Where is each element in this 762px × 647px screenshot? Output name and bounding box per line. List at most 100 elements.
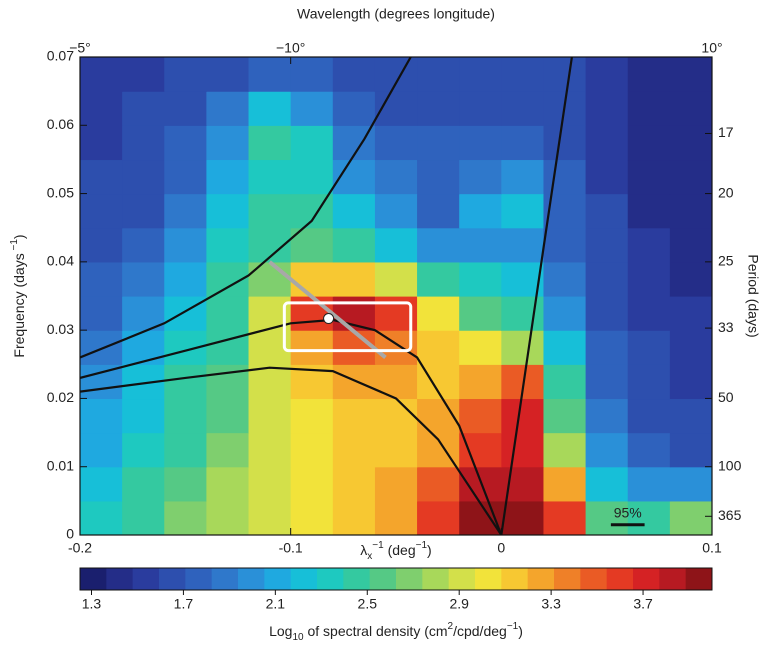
heat-cell <box>669 125 712 161</box>
colorbar-cell <box>633 568 660 590</box>
heat-cell <box>290 57 334 92</box>
dispersion-curve <box>80 366 503 535</box>
heat-cell <box>669 432 712 468</box>
heat-cell <box>248 159 292 195</box>
heat-cell <box>374 159 418 195</box>
heat-cell <box>459 364 502 400</box>
heat-cell <box>585 500 629 535</box>
heat-cell <box>122 398 165 434</box>
heat-cell <box>543 398 587 434</box>
heat-cell <box>669 159 712 195</box>
colorbar-cell <box>132 568 160 590</box>
heat-cell <box>543 500 587 535</box>
heat-cell <box>585 466 629 502</box>
heat-cell <box>206 466 250 502</box>
heat-cell <box>80 159 123 195</box>
heat-cell <box>80 57 123 92</box>
heat-cell <box>585 296 629 331</box>
colorbar-tick-label: 3.3 <box>541 596 561 612</box>
heat-cell <box>206 432 250 468</box>
colorbar-cell <box>422 568 450 590</box>
heat-cell <box>543 296 587 331</box>
heat-cell <box>248 125 292 161</box>
y-axis-label-part: ) <box>11 234 27 239</box>
heat-cell <box>122 57 165 92</box>
heat-cell <box>543 125 587 161</box>
right-tick-label: 50 <box>718 389 734 405</box>
heat-cell <box>669 364 712 400</box>
colorbar-cell <box>238 568 265 590</box>
x-axis-label-part: x <box>367 551 372 562</box>
colorbar-tick-label: 2.1 <box>266 596 286 612</box>
heat-cell <box>459 398 502 434</box>
scale-bar-label: 95% <box>614 504 642 520</box>
heat-cell <box>122 261 165 297</box>
heat-cell <box>627 57 671 92</box>
heat-cell <box>164 125 207 161</box>
heat-cell <box>585 193 629 229</box>
heat-cell <box>459 57 502 92</box>
heat-cell <box>206 91 250 126</box>
heat-cell <box>627 159 671 195</box>
x-tick-label: -0.1 <box>279 540 303 556</box>
colorbar-cell <box>554 568 581 590</box>
heat-cell <box>459 296 502 331</box>
heat-cell <box>501 500 545 535</box>
heat-cell <box>290 159 334 195</box>
heat-cell <box>374 364 418 400</box>
heat-cell <box>585 125 629 161</box>
heat-cell <box>164 159 207 195</box>
heat-cell <box>459 330 502 365</box>
right-tick-label: 17 <box>718 124 734 140</box>
heat-cell <box>459 432 502 468</box>
heat-cell <box>206 193 250 229</box>
y-tick-label: 0.02 <box>47 389 74 405</box>
heat-cell <box>669 227 712 263</box>
heat-cell <box>80 364 123 400</box>
heat-cell <box>585 398 629 434</box>
y-tick-label: 0.05 <box>47 184 74 200</box>
colorbar-cell <box>211 568 239 590</box>
heat-cell <box>332 227 376 263</box>
x-axis-label-part: −1 <box>372 540 384 551</box>
heat-cell <box>374 432 418 468</box>
heat-cell <box>332 91 376 126</box>
heat-cell <box>417 193 460 229</box>
dispersion-curve <box>268 260 387 359</box>
heat-cell <box>543 432 587 468</box>
heat-cell <box>374 57 418 92</box>
heat-cell <box>669 261 712 297</box>
heat-cell <box>332 432 376 468</box>
colorbar-label: Log10 of spectral density (cm2/cpd/deg−1… <box>269 621 523 643</box>
x-axis-label-part: −1 <box>416 540 428 551</box>
x-tick-label: 0 <box>497 540 505 556</box>
heat-cell <box>164 227 207 263</box>
top-tick-label: −5° <box>69 40 91 56</box>
heat-cell <box>248 91 292 126</box>
heat-cell <box>206 159 250 195</box>
heat-cell <box>627 91 671 126</box>
heat-cell <box>374 398 418 434</box>
heat-cell <box>80 466 123 502</box>
colorbar-cell <box>396 568 423 590</box>
heat-cell <box>164 261 207 297</box>
heat-cell <box>206 398 250 434</box>
x-tick-label: 0.1 <box>702 540 722 556</box>
heat-cell <box>585 432 629 468</box>
heat-cell <box>332 57 376 92</box>
heat-cell <box>122 159 165 195</box>
heat-cell <box>374 125 418 161</box>
heat-cell <box>417 57 460 92</box>
colorbar-cell <box>317 568 344 590</box>
colorbar-cell <box>685 568 713 590</box>
heat-cell <box>501 330 545 365</box>
heat-cell <box>669 466 712 502</box>
right-tick-label: 100 <box>718 457 742 473</box>
heat-cell <box>585 364 629 400</box>
colorbar-cell <box>80 568 107 590</box>
heat-cell <box>290 432 334 468</box>
right-tick-label: 20 <box>718 184 734 200</box>
colorbar-label-part: Log <box>269 623 292 639</box>
heat-cell <box>627 227 671 263</box>
colorbar-label-part: −1 <box>507 621 519 632</box>
